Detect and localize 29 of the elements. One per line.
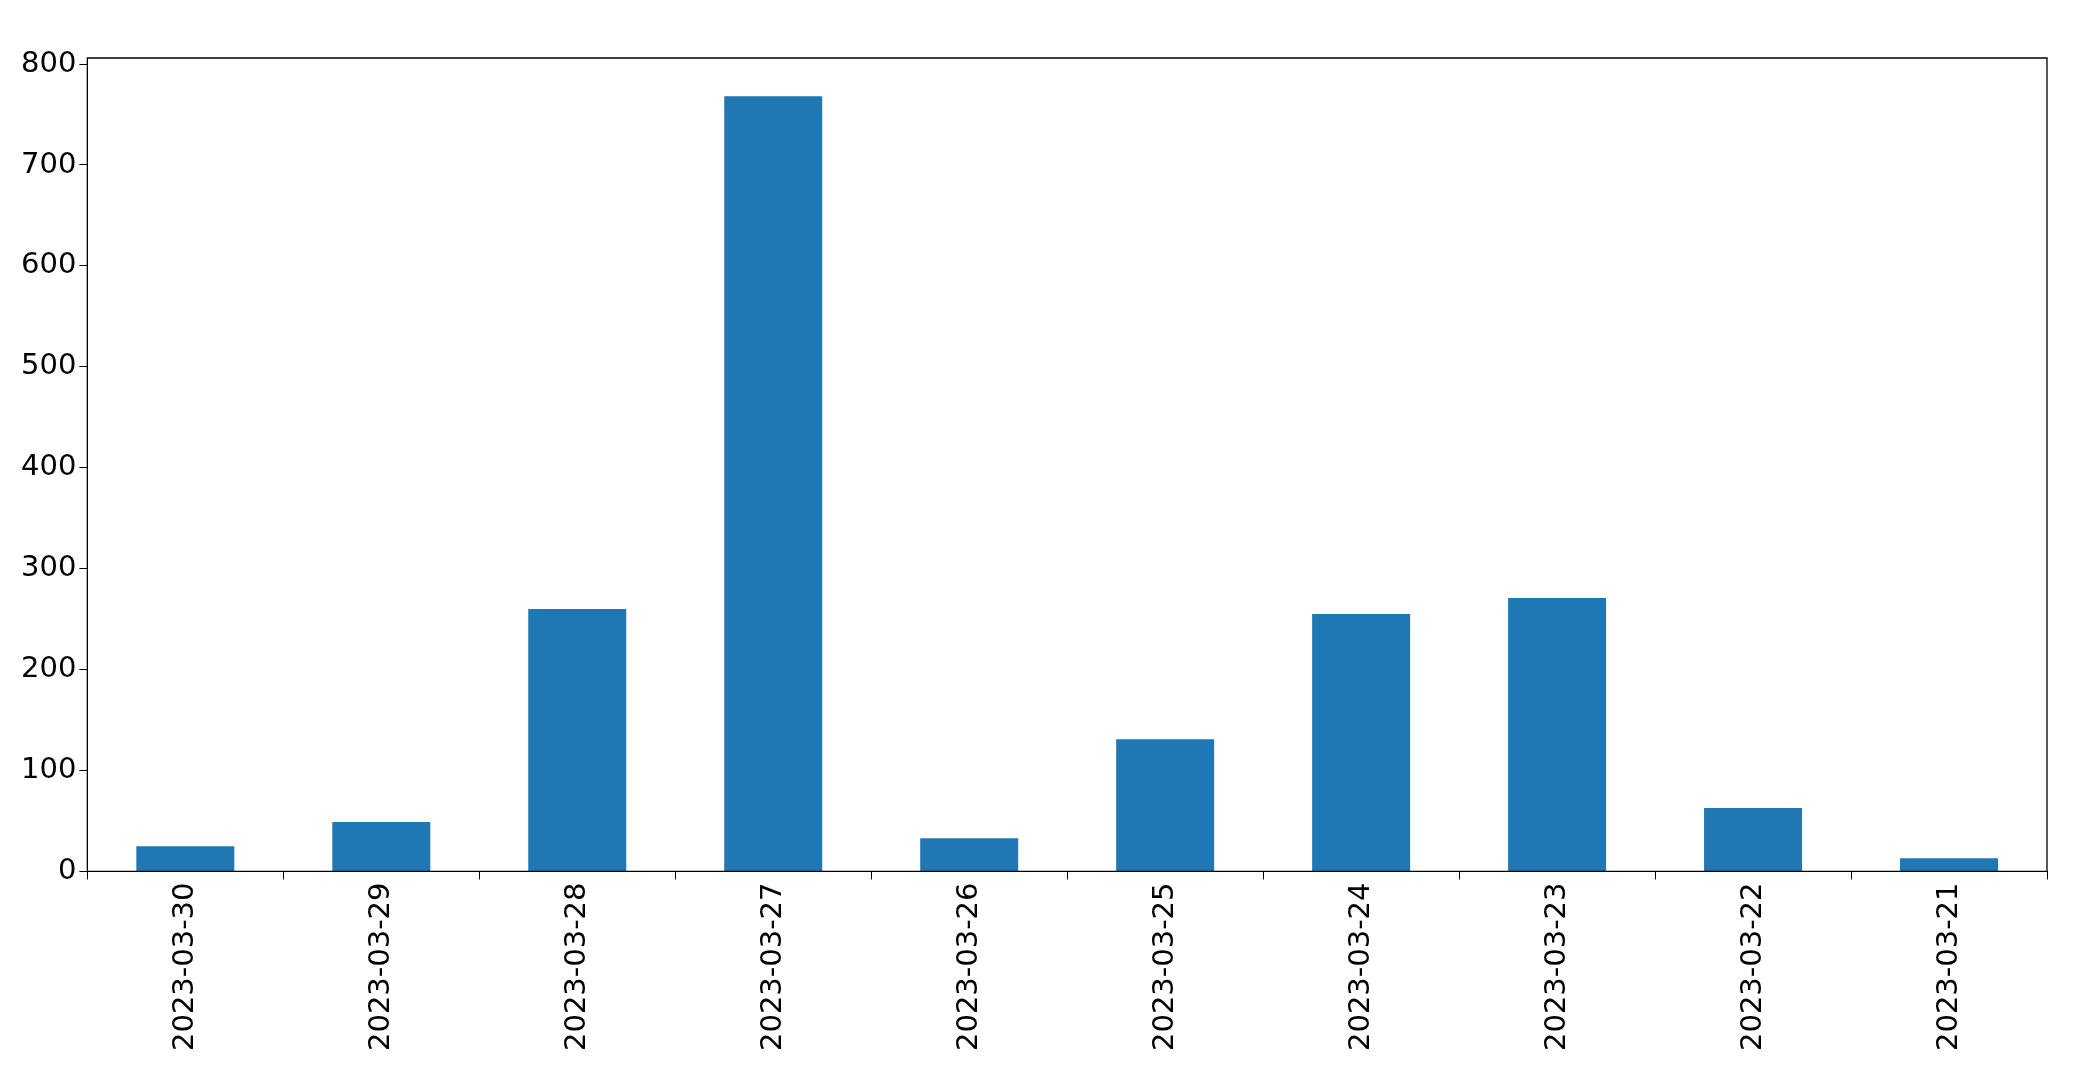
bar (1704, 807, 1803, 871)
x-tick-label: 2023-03-23 (1537, 882, 1572, 1052)
bar (136, 846, 235, 871)
x-tick-label: 2023-03-28 (557, 882, 592, 1052)
y-tick-label: 500 (20, 347, 77, 382)
x-tick-label: 2023-03-25 (1145, 882, 1180, 1052)
y-tick-label: 700 (20, 145, 77, 180)
bar (1312, 614, 1411, 871)
y-tick-label: 800 (20, 44, 77, 79)
x-tick-label: 2023-03-27 (753, 882, 788, 1052)
x-tick-label: 2023-03-24 (1341, 882, 1376, 1052)
bar (332, 822, 431, 871)
x-tick-label: 2023-03-26 (949, 882, 984, 1052)
y-tick-label: 200 (20, 650, 77, 685)
bar (528, 609, 627, 871)
x-tick-label: 2023-03-30 (165, 882, 200, 1052)
y-tick-label: 100 (20, 751, 77, 786)
bar (724, 96, 823, 871)
x-tick-label: 2023-03-29 (361, 882, 396, 1052)
x-tick-label: 2023-03-21 (1929, 882, 1964, 1052)
bar (1900, 858, 1999, 871)
x-tick-label: 2023-03-22 (1733, 882, 1768, 1052)
y-tick-label: 0 (57, 852, 77, 886)
bar (920, 838, 1019, 871)
y-tick-label: 400 (20, 448, 77, 483)
bar (1508, 597, 1607, 871)
y-tick-label: 300 (20, 549, 77, 584)
bar (1116, 739, 1215, 871)
y-tick-label: 600 (20, 246, 77, 281)
